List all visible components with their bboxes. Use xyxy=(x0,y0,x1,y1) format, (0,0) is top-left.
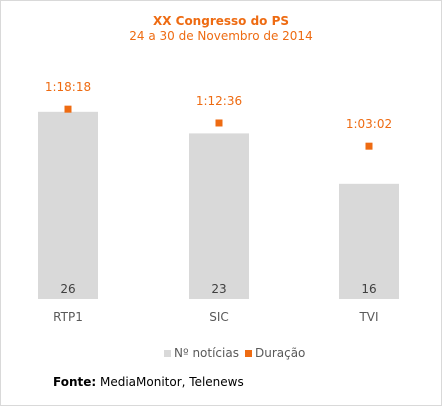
legend-item-duration: Duração xyxy=(244,346,306,360)
legend-swatch-duration xyxy=(244,349,252,357)
duration-label: 1:03:02 xyxy=(346,117,392,131)
legend-swatch-news xyxy=(164,349,171,357)
chart-legend: Nº notícias Duração xyxy=(164,346,307,360)
chart-title: XX Congresso do PS xyxy=(152,14,290,28)
source-label: Fonte: xyxy=(53,375,97,389)
legend-item-news: Nº notícias xyxy=(164,346,239,360)
duration-label: 1:12:36 xyxy=(196,94,242,108)
legend-label-duration: Duração xyxy=(254,346,306,360)
duration-label: 1:18:18 xyxy=(45,80,91,94)
category-label-tvi: TVI xyxy=(358,310,378,324)
duration-marker xyxy=(215,119,223,127)
bar-value-label: 16 xyxy=(361,282,376,296)
bar-rtp1 xyxy=(38,111,98,299)
source-text: MediaMonitor, Telenews xyxy=(96,375,244,389)
legend-label-news: Nº notícias xyxy=(174,346,239,360)
duration-marker xyxy=(365,142,373,150)
bar-value-label: 23 xyxy=(211,282,226,296)
duration-marker xyxy=(64,105,72,113)
category-label-sic: SIC xyxy=(209,310,229,324)
bar-tvi xyxy=(339,183,399,299)
bar-sic xyxy=(189,133,249,299)
bar-value-label: 26 xyxy=(60,282,75,296)
source-note: Fonte: MediaMonitor, Telenews xyxy=(53,375,244,389)
chart-subtitle: 24 a 30 de Novembro de 2014 xyxy=(129,29,313,43)
category-label-rtp1: RTP1 xyxy=(53,310,83,324)
